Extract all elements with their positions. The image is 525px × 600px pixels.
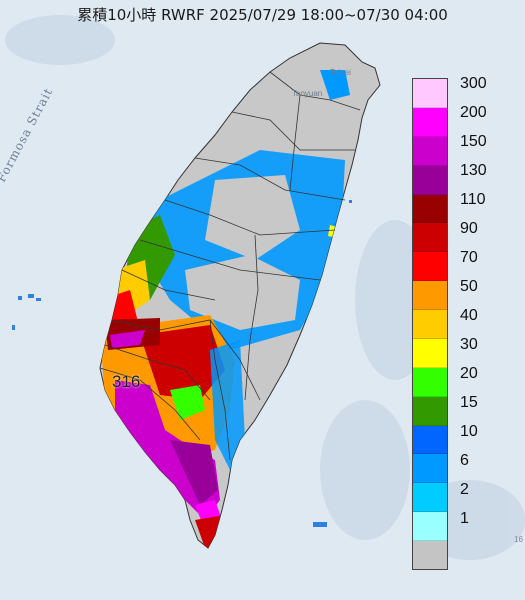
legend-label: 20 <box>460 364 478 382</box>
legend-swatch <box>413 107 447 137</box>
legend-swatch <box>413 79 447 108</box>
legend-swatch <box>413 425 447 455</box>
legend-label: 110 <box>460 191 486 209</box>
legend-label: 50 <box>460 278 478 296</box>
legend-swatch <box>413 136 447 166</box>
legend-swatch <box>413 541 447 569</box>
legend-swatch <box>413 194 447 224</box>
legend-color-bar <box>412 78 448 570</box>
legend-label: 10 <box>460 422 478 440</box>
legend-label: 6 <box>460 451 469 469</box>
legend-swatch <box>413 512 447 541</box>
legend-label <box>460 533 520 562</box>
legend-swatch <box>413 483 447 513</box>
legend-swatch <box>413 310 447 339</box>
city-label-taipei: Taipei <box>330 68 351 77</box>
legend-swatch <box>413 223 447 253</box>
legend-label: 2 <box>460 480 469 498</box>
legend-label: 30 <box>460 335 478 353</box>
legend-swatch <box>413 281 447 310</box>
legend-swatch <box>413 165 447 195</box>
legend-label: 150 <box>460 133 487 151</box>
peak-rainfall-label: 316 <box>112 372 141 391</box>
legend-label: 70 <box>460 249 478 267</box>
sea-radar-specks <box>12 200 352 527</box>
legend-label: 300 <box>460 75 487 93</box>
legend-swatch <box>413 338 447 368</box>
county-boundaries <box>99 71 361 461</box>
legend-swatch <box>413 252 447 282</box>
legend-swatch <box>413 367 447 397</box>
legend-swatch <box>413 454 447 484</box>
city-label-taoyuan: Taoyuan <box>292 89 323 98</box>
scale-fragment-label: 16 <box>514 535 523 544</box>
legend-label: 40 <box>460 306 478 324</box>
legend-label: 1 <box>460 509 469 527</box>
legend-label: 130 <box>460 162 487 180</box>
legend-labels: 300 200 150 130 110 90 70 50 40 30 20 15 10 6 2 1 <box>460 75 520 570</box>
legend-label: 200 <box>460 104 487 122</box>
legend-label: 15 <box>460 393 478 411</box>
legend-swatch <box>413 396 447 426</box>
legend-label: 90 <box>460 220 478 238</box>
map-title: 累積10小時 RWRF 2025/07/29 18:00~07/30 04:00 <box>77 6 448 24</box>
